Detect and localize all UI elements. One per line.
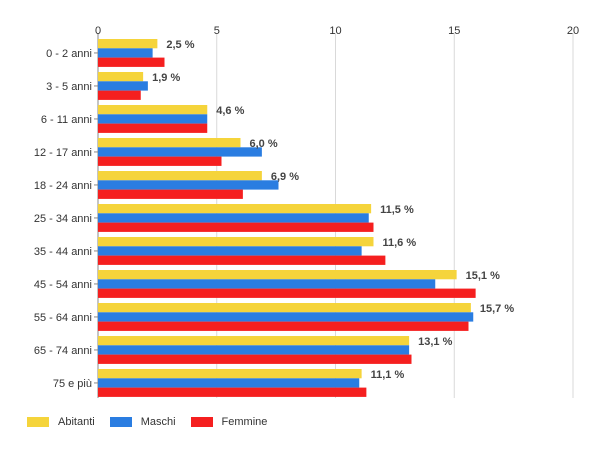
legend-label-abitanti: Abitanti — [58, 416, 95, 428]
x-tick-label: 15 — [448, 25, 460, 37]
category-labels: 0 - 2 anni 3 - 5 anni 6 - 11 anni 12 - 17 a… — [34, 48, 98, 390]
bar-maschi — [98, 147, 262, 157]
bar-abitanti — [98, 204, 372, 214]
category-label: 35 - 44 anni — [34, 246, 92, 258]
data-label: 4,6 % — [216, 105, 244, 117]
bar-maschi — [98, 279, 436, 289]
bar-abitanti — [98, 171, 262, 181]
bar-femmine — [98, 354, 412, 364]
category-label: 18 - 24 anni — [34, 180, 92, 192]
bar-abitanti — [98, 138, 241, 148]
data-label: 11,6 % — [383, 237, 417, 249]
category-label: 45 - 54 anni — [34, 279, 92, 291]
bar-femmine — [98, 387, 367, 397]
x-tick-label: 0 — [95, 25, 101, 37]
category-label: 25 - 34 anni — [34, 213, 92, 225]
legend-item-femmine: Femmine — [190, 416, 268, 428]
bar-abitanti — [98, 270, 457, 280]
legend-swatch-abitanti — [27, 417, 49, 427]
bar-abitanti — [98, 237, 374, 247]
bar-femmine — [98, 255, 386, 265]
data-label: 13,1 % — [418, 336, 452, 348]
category-label: 65 - 74 anni — [34, 345, 92, 357]
x-tick-label: 20 — [567, 25, 579, 37]
x-tick-label: 10 — [329, 25, 341, 37]
data-label: 15,7 % — [480, 303, 514, 315]
category-label: 6 - 11 anni — [41, 114, 92, 126]
legend: Abitanti Maschi Femmine — [27, 416, 282, 428]
bar-femmine — [98, 156, 222, 166]
bar-abitanti — [98, 369, 362, 379]
bar-femmine — [98, 189, 243, 199]
bar-femmine — [98, 123, 208, 133]
data-label: 2,5 % — [166, 39, 194, 51]
data-labels: 2,5 % 1,9 % 4,6 % 6,0 % 6,9 % 11,5 % 11,6 % 15,… — [152, 39, 514, 381]
bar-maschi — [98, 81, 148, 91]
bar-abitanti — [98, 72, 144, 82]
bar-maschi — [98, 246, 362, 256]
bar-maschi — [98, 180, 279, 190]
bar-abitanti — [98, 336, 410, 346]
x-tick-label: 5 — [214, 25, 220, 37]
data-label: 6,9 % — [271, 171, 299, 183]
bar-abitanti — [98, 303, 471, 313]
bars — [98, 39, 476, 397]
bar-maschi — [98, 312, 474, 322]
bar-femmine — [98, 321, 469, 331]
category-label: 55 - 64 anni — [34, 312, 92, 324]
bar-abitanti — [98, 39, 158, 49]
bar-femmine — [98, 288, 476, 298]
bar-maschi — [98, 213, 369, 223]
bar-maschi — [98, 114, 208, 124]
bar-maschi — [98, 345, 410, 355]
data-label: 15,1 % — [466, 270, 500, 282]
bar-femmine — [98, 57, 165, 67]
data-label: 11,5 % — [380, 204, 414, 216]
legend-item-abitanti: Abitanti — [27, 416, 95, 428]
bar-abitanti — [98, 105, 208, 115]
x-axis-ticks: 0 5 10 15 20 — [95, 25, 579, 37]
legend-swatch-femmine — [190, 417, 213, 427]
legend-label-femmine: Femmine — [221, 416, 268, 428]
legend-swatch-maschi — [109, 417, 132, 427]
bar-femmine — [98, 222, 374, 232]
category-label: 3 - 5 anni — [46, 81, 92, 93]
data-label: 11,1 % — [371, 369, 405, 381]
bar-maschi — [98, 378, 360, 388]
category-label: 75 e più — [53, 378, 92, 390]
legend-label-maschi: Maschi — [140, 416, 176, 428]
bar-maschi — [98, 48, 153, 58]
category-label: 12 - 17 anni — [34, 147, 92, 159]
bar-femmine — [98, 90, 141, 100]
data-label: 1,9 % — [152, 72, 180, 84]
data-label: 6,0 % — [250, 138, 278, 150]
category-label: 0 - 2 anni — [46, 48, 92, 60]
legend-item-maschi: Maschi — [109, 416, 176, 428]
